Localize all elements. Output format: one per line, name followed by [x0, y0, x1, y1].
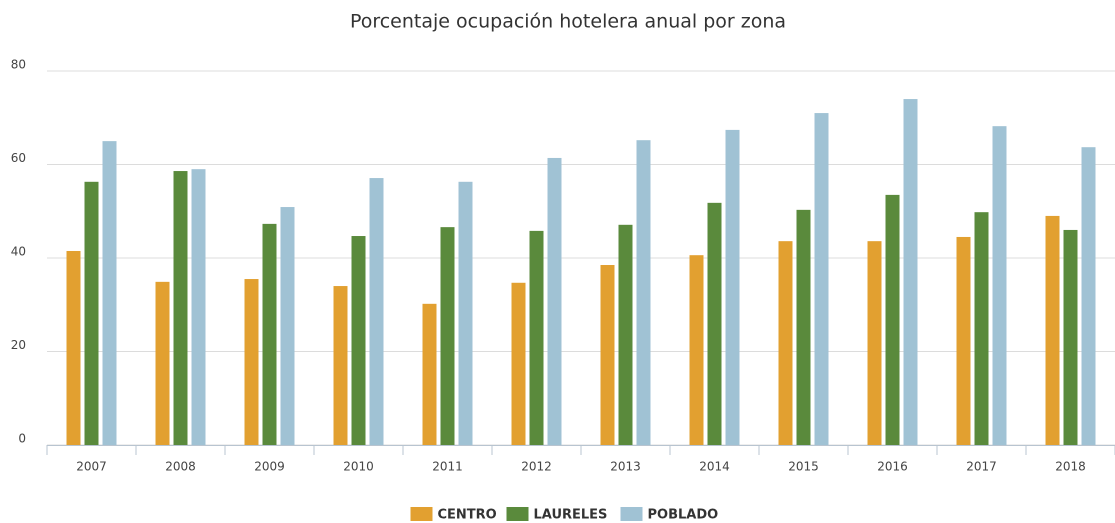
legend-marker — [410, 507, 433, 521]
bar — [885, 194, 900, 445]
bar — [155, 281, 170, 445]
bar — [992, 126, 1007, 445]
legend-label: POBLADO — [648, 508, 719, 523]
x-tick-label: 2009 — [254, 460, 285, 474]
bar — [333, 286, 348, 445]
y-tick-label: 20 — [11, 338, 26, 352]
x-tick-label: 2016 — [877, 460, 908, 474]
x-tick-label: 2008 — [165, 460, 196, 474]
x-tick-label: 2012 — [521, 460, 552, 474]
y-tick-label: 60 — [11, 151, 26, 165]
bar — [725, 129, 740, 445]
y-tick-label: 0 — [18, 432, 26, 446]
chart-title: Porcentaje ocupación hotelera anual por … — [350, 11, 786, 33]
bar — [458, 181, 473, 446]
legend-label: LAURELES — [534, 508, 608, 523]
bar — [66, 250, 81, 445]
bar — [440, 227, 455, 445]
x-tick-label: 2007 — [76, 460, 107, 474]
x-tick-label: 2011 — [432, 460, 463, 474]
x-tick-label: 2015 — [788, 460, 819, 474]
bar — [1063, 229, 1078, 445]
x-tick-label: 2018 — [1055, 460, 1086, 474]
bar — [529, 230, 544, 445]
legend-marker — [620, 507, 643, 521]
x-tick-label: 2010 — [343, 460, 374, 474]
bar — [867, 241, 882, 445]
legend-marker — [506, 507, 529, 521]
bar — [796, 209, 811, 445]
bar — [280, 207, 295, 445]
y-tick-label: 80 — [11, 58, 26, 72]
x-tick-label: 2013 — [610, 460, 641, 474]
bar — [903, 99, 918, 446]
y-tick-label: 40 — [11, 245, 26, 259]
bar — [369, 178, 384, 445]
bar — [778, 241, 793, 445]
bar — [244, 279, 259, 445]
bar — [547, 157, 562, 445]
x-tick-label: 2014 — [699, 460, 730, 474]
bar — [173, 171, 188, 446]
bar — [618, 224, 633, 445]
bar — [351, 236, 366, 445]
bar — [636, 140, 651, 445]
bar — [191, 169, 206, 446]
bar — [422, 303, 437, 445]
legend-label: CENTRO — [438, 508, 497, 523]
bar — [102, 141, 117, 445]
bar — [956, 236, 971, 445]
bar — [1045, 215, 1060, 445]
bar — [974, 212, 989, 445]
bar — [262, 223, 277, 445]
bar — [689, 255, 704, 445]
bar — [707, 202, 722, 445]
bar — [814, 113, 829, 445]
bar — [600, 265, 615, 445]
bar — [511, 282, 526, 445]
bar — [1081, 147, 1096, 445]
bar — [84, 181, 99, 446]
x-tick-label: 2017 — [966, 460, 997, 474]
